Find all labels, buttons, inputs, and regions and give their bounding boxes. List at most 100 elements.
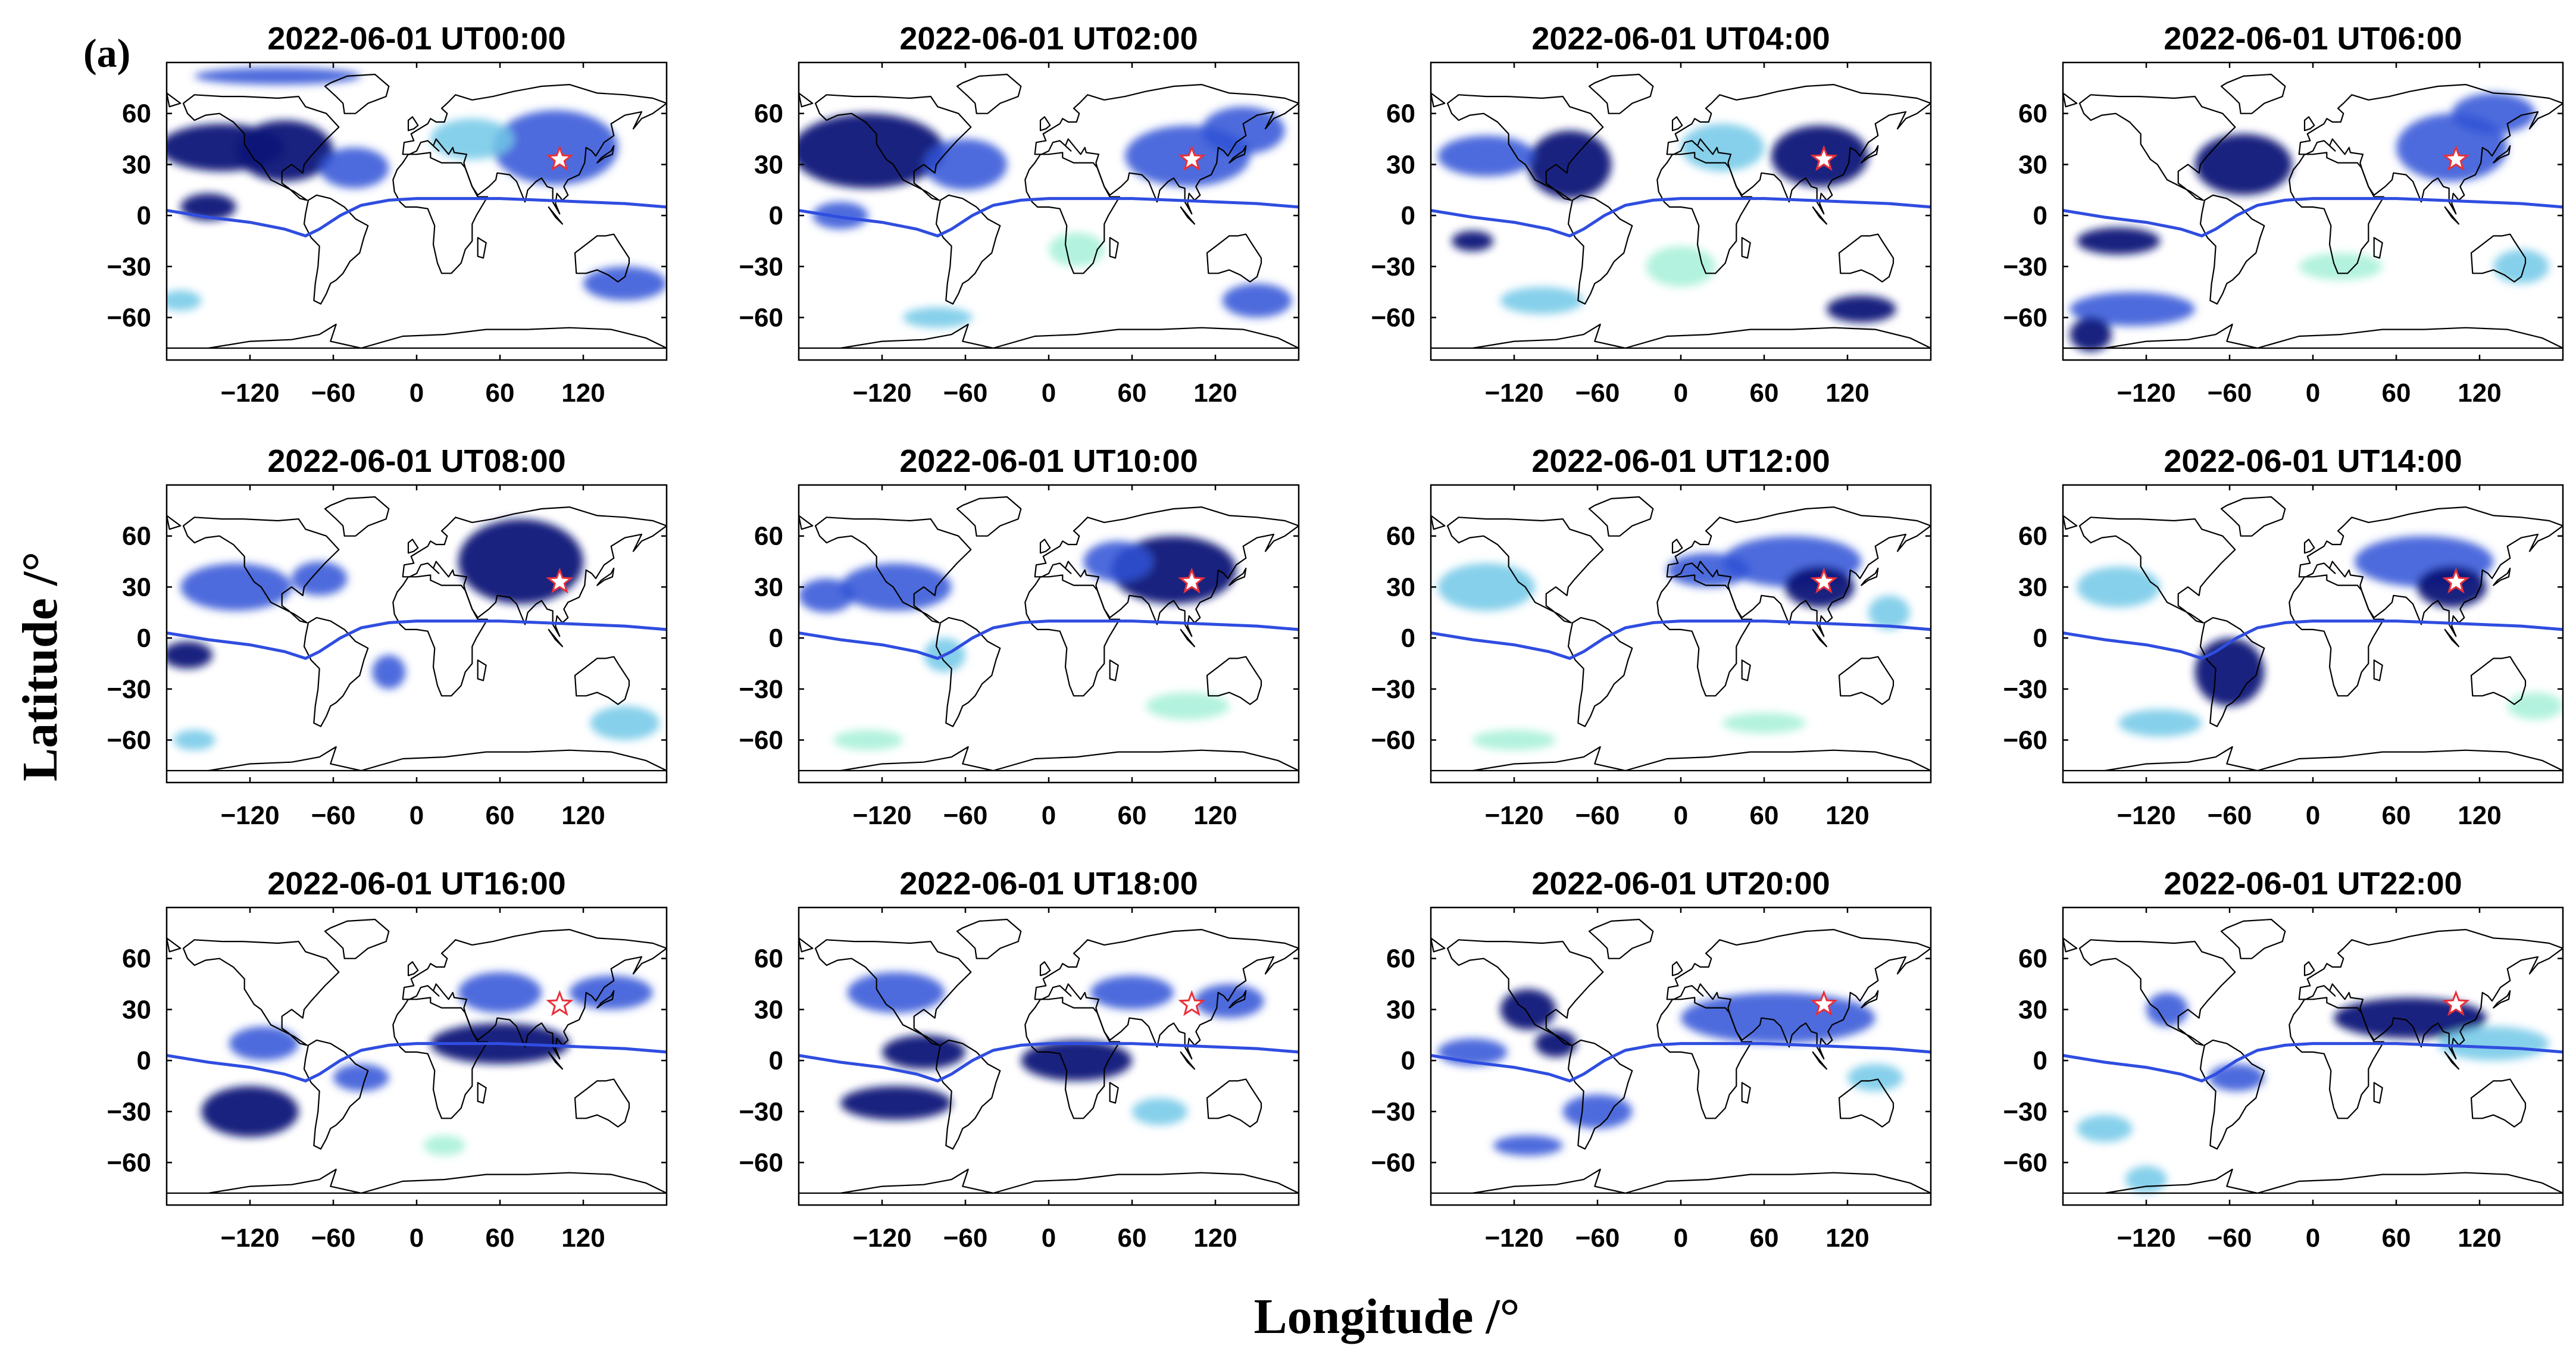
y-tick-label: 0 (2033, 624, 2047, 653)
anomaly-layer (167, 519, 660, 750)
coastline (477, 1082, 487, 1104)
coastline (1024, 997, 1121, 1119)
anomaly-region (812, 202, 868, 229)
anomaly-region (2299, 253, 2383, 280)
coastline (1180, 1051, 1196, 1070)
y-tick-label: 30 (1386, 572, 1415, 602)
y-tick-label: 30 (122, 572, 151, 602)
y-tick-label: −60 (739, 726, 783, 755)
x-tick-label: 120 (2458, 1223, 2501, 1253)
y-tick-label: 30 (754, 572, 783, 602)
panel-title: 2022-06-01 UT16:00 (267, 866, 565, 902)
y-tick-label: 0 (1401, 624, 1415, 653)
x-tick-label: 120 (561, 1223, 605, 1253)
coastline (1034, 84, 1299, 215)
coastline (2199, 1039, 2265, 1150)
anomaly-region (2077, 1115, 2133, 1143)
y-tick-label: −60 (739, 1149, 783, 1178)
y-tick-label: −30 (739, 252, 783, 281)
coastline (1109, 659, 1119, 681)
anomaly-region (1562, 1094, 1633, 1129)
epicenter-star-icon (546, 145, 574, 171)
anomaly-region (333, 1063, 389, 1091)
coastlines (167, 73, 667, 349)
y-tick-label: 0 (2033, 1046, 2047, 1075)
epicenter-star-icon (2442, 990, 2470, 1016)
coastline (799, 746, 1299, 772)
coastline (1567, 617, 1633, 727)
coastline (1024, 574, 1121, 697)
plot-area (799, 62, 1299, 360)
coastline (1861, 145, 1879, 164)
x-tick-label: 0 (1042, 801, 1056, 830)
y-tick-label: 60 (1386, 99, 1415, 129)
y-tick-label: 60 (754, 99, 783, 129)
plot-area (799, 485, 1299, 783)
coastline (402, 929, 667, 1060)
coastline (1206, 656, 1262, 705)
x-tick-label: 0 (1674, 1223, 1688, 1253)
anomaly-region (1681, 123, 1764, 171)
coastline (1666, 506, 1931, 637)
anomaly-region (2194, 133, 2292, 195)
coastline (935, 1039, 1001, 1150)
epicenter-star-icon (1178, 990, 1206, 1016)
coastline (2298, 506, 2563, 637)
anomaly-layer (2077, 536, 2563, 737)
y-tick-label: 60 (1386, 522, 1415, 551)
coastline (324, 73, 390, 114)
coastline (1431, 515, 1446, 530)
anomaly-region (1473, 730, 1556, 750)
map-panel: 2022-06-01 UT14:00 −120 −60 0 60 120 60 30 0 −30 −… (2003, 443, 2564, 830)
coastline (1431, 746, 1931, 772)
coastline (2078, 517, 2236, 624)
anomaly-region (319, 147, 389, 189)
x-tick-label: −120 (852, 378, 911, 408)
coastlines (2063, 73, 2563, 349)
anomaly-region (2077, 227, 2161, 255)
coastline (167, 323, 667, 349)
x-tick-label: 60 (486, 1223, 515, 1253)
coastline (1034, 929, 1299, 1060)
x-tick-label: −60 (311, 378, 356, 408)
coastline (548, 1051, 564, 1070)
coastline (2063, 323, 2563, 349)
coastline (1656, 152, 1753, 274)
x-tick-label: 60 (1750, 1223, 1779, 1253)
coastline (1567, 1039, 1633, 1150)
x-tick-label: −120 (1484, 801, 1543, 830)
coastline (2303, 961, 2315, 977)
anomaly-region (1090, 975, 1174, 1010)
anomaly-region (1847, 1063, 1903, 1091)
anomaly-region (2146, 992, 2188, 1027)
y-tick-label: 60 (122, 522, 151, 551)
plot-area (1431, 485, 1931, 783)
x-tick-label: 0 (2306, 378, 2320, 408)
epicenter-star-icon (1810, 990, 1838, 1016)
coastline (167, 92, 182, 108)
panel-title: 2022-06-01 UT00:00 (267, 21, 565, 57)
anomaly-region (2118, 709, 2202, 737)
anomaly-region (173, 730, 215, 750)
map-panel: 2022-06-01 UT00:00 −120 −60 0 60 120 60 30 0 −30 −… (107, 21, 668, 408)
coastline (2373, 659, 2383, 681)
anomaly-region (236, 120, 333, 181)
y-tick-label: −30 (1371, 1097, 1415, 1126)
anomaly-region (1500, 287, 1584, 314)
y-tick-label: 0 (769, 201, 783, 230)
magnetic-equator-line (1431, 1042, 1931, 1083)
x-tick-label: 0 (409, 801, 424, 830)
coastline (407, 961, 419, 977)
anomaly-region (2069, 317, 2112, 352)
x-tick-label: −60 (2208, 1223, 2252, 1253)
coastline (1024, 152, 1121, 274)
coastline (1180, 206, 1196, 225)
coastlines (2063, 918, 2563, 1194)
coastline (1666, 84, 1931, 215)
plot-area (167, 907, 667, 1205)
coastline (956, 918, 1022, 959)
coastline (2220, 73, 2286, 114)
coastline (814, 939, 972, 1046)
y-tick-label: 60 (2018, 522, 2047, 551)
